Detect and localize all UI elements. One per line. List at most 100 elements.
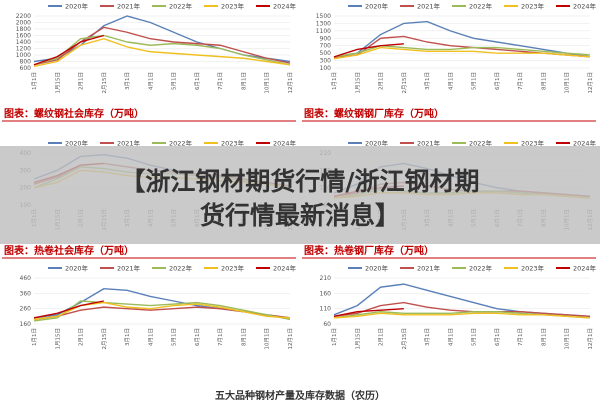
- x-tick-label: 1月1日: [31, 328, 38, 346]
- x-tick-label: 1月15日: [354, 72, 361, 94]
- x-tick-label: 2月1日: [378, 328, 385, 346]
- x-tick-label: 4月1日: [447, 72, 454, 90]
- legend-label: 2021年: [117, 264, 141, 273]
- legend-label: 2020年: [65, 264, 89, 273]
- y-tick-label: 300: [320, 58, 332, 65]
- x-tick-label: 10月1日: [564, 328, 571, 350]
- legend-label: 2021年: [417, 2, 441, 11]
- x-tick-label: 12月1日: [587, 72, 594, 94]
- legend-label: 2023年: [221, 2, 245, 11]
- chart-caption: 图表：螺纹钢社会库存（万吨）: [4, 107, 144, 120]
- y-tick-label: 110: [320, 306, 332, 313]
- x-tick-label: 10月1日: [564, 72, 571, 94]
- y-tick-label: 1200: [16, 46, 31, 53]
- x-tick-label: 8月1日: [540, 72, 547, 90]
- y-tick-label: 160: [320, 290, 332, 297]
- x-tick-label: 8月1日: [240, 72, 247, 90]
- y-tick-label: 460: [20, 275, 32, 282]
- y-tick-label: 260: [20, 306, 32, 313]
- y-tick-label: 900: [320, 35, 332, 42]
- x-tick-label: 2月15日: [101, 72, 108, 94]
- x-tick-label: 3月1日: [124, 328, 131, 346]
- chart: 2020年 2021年 2022年 2023年 2024年 60 110 160 210 1月1日…: [320, 264, 597, 350]
- x-tick-label: 8月1日: [540, 328, 547, 346]
- chart: 2020年 2021年 2022年 2023年 2024年 160 260 360 460 1月1…: [20, 264, 297, 350]
- legend-label: 2024年: [573, 264, 597, 273]
- series-line: [333, 307, 404, 318]
- x-tick-label: 5月1日: [471, 328, 478, 346]
- legend-label: 2023年: [521, 139, 545, 148]
- legend-label: 2020年: [365, 264, 389, 273]
- legend-label: 2022年: [469, 264, 493, 273]
- banner-title: 【浙江钢材期货行情/浙江钢材期: [120, 167, 479, 196]
- legend-label: 2023年: [221, 139, 245, 148]
- legend-label: 2020年: [65, 139, 89, 148]
- y-tick-label: 1600: [16, 33, 31, 40]
- legend-label: 2022年: [169, 264, 193, 273]
- y-tick-label: 160: [20, 321, 32, 328]
- chart-caption: 图表：热卷钢厂库存（万吨）: [304, 244, 434, 257]
- x-tick-label: 3月1日: [424, 72, 431, 90]
- series-line: [333, 20, 591, 58]
- x-tick-label: 5月1日: [171, 328, 178, 346]
- x-tick-label: 7月1日: [217, 328, 224, 346]
- x-tick-label: 5月1日: [471, 72, 478, 90]
- series-line: [33, 34, 105, 66]
- legend-label: 2024年: [573, 2, 597, 11]
- legend-label: 2023年: [521, 2, 545, 11]
- x-tick-label: 1月15日: [54, 328, 61, 350]
- y-tick-label: 700: [320, 43, 332, 50]
- series-line: [333, 46, 591, 60]
- x-tick-label: 2月15日: [401, 72, 408, 94]
- series-line: [33, 38, 291, 68]
- legend-label: 2021年: [417, 264, 441, 273]
- x-tick-label: 7月1日: [517, 328, 524, 346]
- x-tick-label: 4月1日: [147, 72, 154, 90]
- banner-title: 货行情最新消息】: [200, 201, 400, 230]
- x-tick-label: 6月1日: [494, 328, 501, 346]
- x-tick-label: 2月15日: [101, 328, 108, 350]
- x-tick-label: 12月1日: [587, 328, 594, 350]
- x-tick-label: 7月1日: [217, 72, 224, 90]
- legend-label: 2021年: [117, 2, 141, 11]
- x-tick-label: 8月1日: [240, 328, 247, 346]
- x-tick-label: 2月1日: [78, 328, 85, 346]
- y-tick-label: 1100: [316, 28, 331, 35]
- x-tick-label: 1月15日: [54, 72, 61, 94]
- x-tick-label: 1月15日: [354, 328, 361, 350]
- y-tick-label: 210: [320, 275, 332, 282]
- series-line: [33, 34, 291, 66]
- x-tick-label: 4月1日: [447, 328, 454, 346]
- x-tick-label: 3月1日: [124, 72, 131, 90]
- legend-label: 2024年: [273, 264, 297, 273]
- x-tick-label: 1月1日: [331, 72, 338, 90]
- series-line: [333, 301, 591, 318]
- chart-caption: 图表：热卷社会库存（万吨）: [4, 244, 134, 257]
- chart: 2020年 2021年 2022年 2023年 2024年 100300500700900…: [302, 2, 597, 122]
- legend-label: 2022年: [169, 139, 193, 148]
- x-tick-label: 10月1日: [264, 72, 271, 94]
- x-tick-label: 12月1日: [287, 72, 294, 94]
- legend-label: 2023年: [221, 264, 245, 273]
- y-tick-label: 100: [320, 65, 332, 72]
- y-tick-label: 500: [320, 50, 332, 57]
- y-tick-label: 600: [20, 65, 32, 72]
- x-tick-label: 2月1日: [78, 72, 85, 90]
- x-tick-label: 7月1日: [517, 72, 524, 90]
- legend-label: 2021年: [117, 139, 141, 148]
- x-tick-label: 10月1日: [264, 328, 271, 350]
- legend-label: 2022年: [469, 139, 493, 148]
- legend-label: 2022年: [169, 2, 193, 11]
- y-tick-label: 2200: [16, 13, 31, 20]
- footer-caption: 五大品种钢材产量及库存数据（农历）: [215, 389, 385, 400]
- y-tick-label: 800: [20, 59, 32, 66]
- legend-label: 2020年: [365, 139, 389, 148]
- series-line: [333, 43, 404, 58]
- banner-band: [0, 146, 600, 244]
- legend-label: 2020年: [65, 2, 89, 11]
- x-tick-label: 3月1日: [424, 328, 431, 346]
- legend-label: 2024年: [273, 139, 297, 148]
- y-tick-label: 1500: [316, 13, 331, 20]
